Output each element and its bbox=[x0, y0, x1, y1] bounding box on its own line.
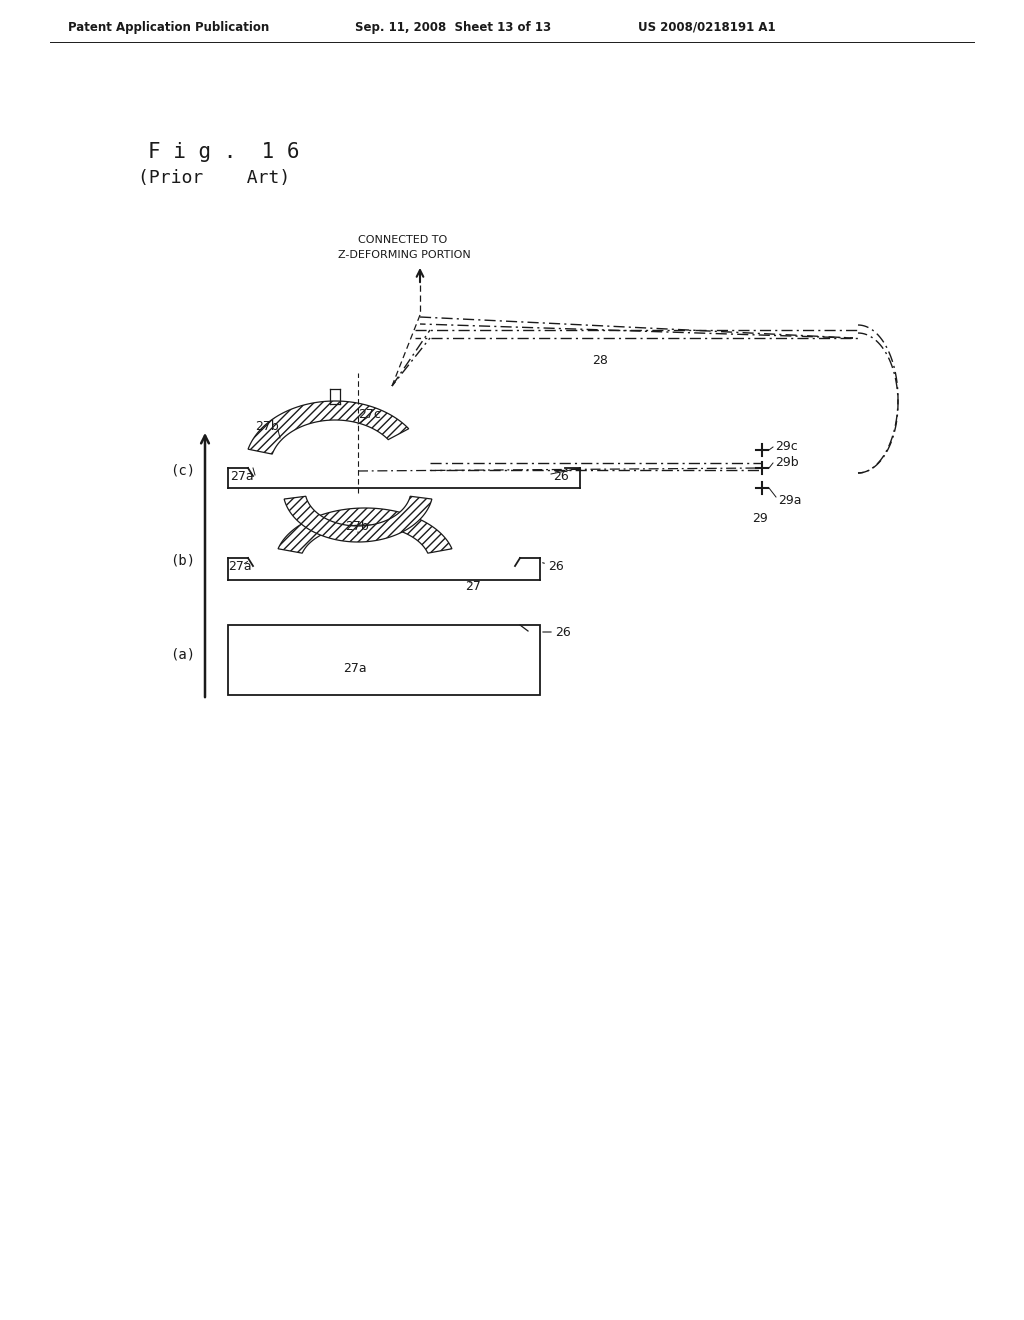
Text: Patent Application Publication: Patent Application Publication bbox=[68, 21, 269, 33]
Text: Sep. 11, 2008  Sheet 13 of 13: Sep. 11, 2008 Sheet 13 of 13 bbox=[355, 21, 551, 33]
Text: 27b: 27b bbox=[255, 421, 279, 433]
Text: 29: 29 bbox=[752, 511, 768, 524]
Text: 27c: 27c bbox=[358, 408, 381, 421]
Text: Z-DEFORMING PORTION: Z-DEFORMING PORTION bbox=[338, 249, 471, 260]
Text: 27a: 27a bbox=[343, 663, 367, 676]
Text: F i g .  1 6: F i g . 1 6 bbox=[148, 143, 299, 162]
Polygon shape bbox=[279, 508, 452, 553]
Polygon shape bbox=[284, 496, 432, 543]
Text: 28: 28 bbox=[592, 354, 608, 367]
Text: US 2008/0218191 A1: US 2008/0218191 A1 bbox=[638, 21, 775, 33]
Text: 29a: 29a bbox=[778, 494, 802, 507]
Text: 27a: 27a bbox=[230, 470, 254, 483]
Text: (a): (a) bbox=[170, 648, 195, 663]
Text: 29b: 29b bbox=[775, 457, 799, 470]
Text: 26: 26 bbox=[555, 626, 570, 639]
Text: 26: 26 bbox=[548, 561, 564, 573]
Text: (c): (c) bbox=[170, 463, 195, 477]
Text: (Prior    Art): (Prior Art) bbox=[138, 169, 290, 187]
Text: 26: 26 bbox=[553, 470, 568, 483]
Text: 27a: 27a bbox=[228, 561, 252, 573]
Text: 29c: 29c bbox=[775, 441, 798, 454]
Text: 27: 27 bbox=[465, 581, 481, 594]
Polygon shape bbox=[248, 401, 409, 454]
Text: 27b: 27b bbox=[345, 520, 369, 533]
Text: CONNECTED TO: CONNECTED TO bbox=[358, 235, 447, 246]
Text: (b): (b) bbox=[170, 553, 195, 568]
